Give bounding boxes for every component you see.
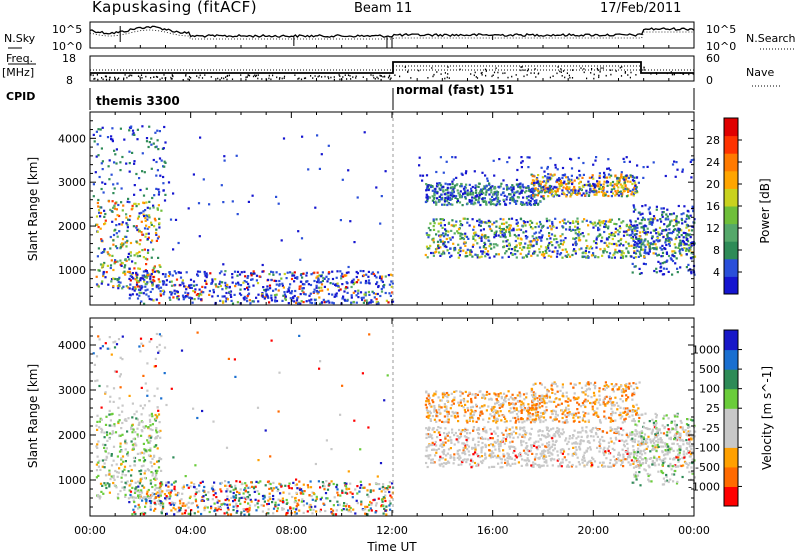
freq-panel: Freq. [MHz] 18 8 60 0 Nave <box>2 52 780 87</box>
velocity-colorbar-tick: -1000 <box>688 480 720 493</box>
cpid-mode-normal: normal (fast) 151 <box>396 83 514 97</box>
cpid-mode-themis: themis 3300 <box>96 94 180 108</box>
nave-trace <box>90 66 694 81</box>
nsky-panel: N.Sky 10^5 10^0 10^5 10^0 N.Search <box>4 21 796 53</box>
freq-label: Freq. <box>6 52 33 65</box>
power-panel: 1000 2000 3000 4000 Slant Range [km] 4 8 12 16… <box>26 111 772 306</box>
y-tick-label: 2000 <box>58 429 86 442</box>
x-tick-label: 16:00 <box>477 524 509 537</box>
x-tick-label: 08:00 <box>275 524 307 537</box>
power-colorbar-tick: 8 <box>713 244 720 257</box>
nsky-tick-low: 10^0 <box>52 40 82 53</box>
power-colorbar-tick: 12 <box>706 222 720 235</box>
y-tick-label: 2000 <box>58 220 86 233</box>
freq-tick-low: 8 <box>66 74 73 87</box>
x-tick-label: 12:00 <box>376 524 408 537</box>
station-title: Kapuskasing (fitACF) <box>92 0 258 16</box>
x-tick-label: 04:00 <box>175 524 207 537</box>
nave-label: Nave <box>746 66 774 79</box>
x-tick-label: 20:00 <box>577 524 609 537</box>
power-scatter <box>92 125 697 305</box>
date-title: 17/Feb/2011 <box>600 1 682 16</box>
y-tick-label: 4000 <box>58 339 86 352</box>
power-colorbar-tick: 28 <box>706 134 720 147</box>
power-ylabel: Slant Range [km] <box>26 157 40 261</box>
nsky-tick-high: 10^5 <box>52 23 82 36</box>
power-colorbar: 4 8 12 16 20 24 28 <box>706 117 742 295</box>
x-tick-label: 00:00 <box>678 524 710 537</box>
velocity-colorbar-tick: 500 <box>699 363 720 376</box>
y-tick-label: 4000 <box>58 132 86 145</box>
cpid-panel: CPID themis 3300 normal (fast) 151 <box>6 83 695 110</box>
velocity-colorbar-tick: -25 <box>702 422 720 435</box>
velocity-colorbar-tick: 25 <box>706 402 720 415</box>
velocity-xlabel: Time UT <box>366 540 417 554</box>
beam-title: Beam 11 <box>354 1 413 16</box>
power-colorbar-tick: 20 <box>706 178 720 191</box>
velocity-colorbar-label: Velocity [m s^-1] <box>760 366 774 470</box>
power-colorbar-tick: 4 <box>713 266 720 279</box>
x-tick-label: 00:00 <box>74 524 106 537</box>
nsky-trace <box>89 25 695 39</box>
freq-tick-high: 18 <box>62 52 76 65</box>
velocity-colorbar: -1000 -500 -100 -25 25 100 500 1000 <box>688 329 742 507</box>
nsearch-tick-low: 10^0 <box>706 40 736 53</box>
velocity-colorbar-tick: -100 <box>695 441 720 454</box>
nave-tick-low: 0 <box>706 74 713 87</box>
velocity-scatter <box>92 331 697 516</box>
nsearch-tick-high: 10^5 <box>706 23 736 36</box>
y-tick-label: 1000 <box>58 264 86 277</box>
power-colorbar-tick: 24 <box>706 156 720 169</box>
y-tick-label: 3000 <box>58 176 86 189</box>
velocity-ylabel: Slant Range [km] <box>26 364 40 468</box>
freq-trace <box>90 61 694 74</box>
power-colorbar-tick: 16 <box>706 200 720 213</box>
power-colorbar-label: Power [dB] <box>758 178 772 243</box>
nsearch-label: N.Search <box>746 32 796 45</box>
cpid-label: CPID <box>6 90 35 103</box>
velocity-colorbar-tick: -500 <box>695 461 720 474</box>
y-tick-label: 3000 <box>58 384 86 397</box>
nsky-label: N.Sky <box>4 32 36 45</box>
y-tick-label: 1000 <box>58 474 86 487</box>
freq-unit-label: [MHz] <box>2 66 34 79</box>
nave-tick-high: 60 <box>706 52 720 65</box>
velocity-colorbar-tick: 100 <box>699 383 720 396</box>
velocity-colorbar-tick: 1000 <box>692 344 720 357</box>
